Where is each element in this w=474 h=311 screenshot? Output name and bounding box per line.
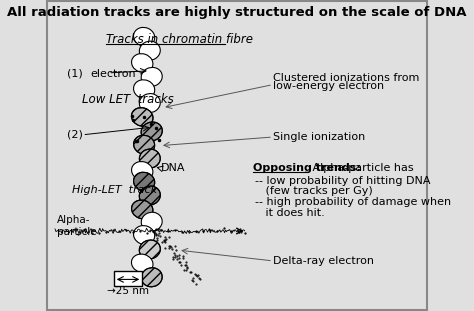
Ellipse shape bbox=[134, 80, 155, 99]
Ellipse shape bbox=[134, 135, 155, 154]
Ellipse shape bbox=[134, 27, 155, 46]
Ellipse shape bbox=[141, 122, 162, 141]
Text: Single ionization: Single ionization bbox=[273, 132, 365, 142]
Text: it does hit.: it does hit. bbox=[255, 207, 325, 217]
Text: electron: electron bbox=[90, 69, 136, 79]
Ellipse shape bbox=[132, 200, 153, 219]
Text: →25 nm: →25 nm bbox=[107, 286, 149, 296]
Ellipse shape bbox=[139, 41, 160, 60]
Text: DNA: DNA bbox=[161, 164, 186, 174]
Ellipse shape bbox=[131, 108, 153, 126]
Ellipse shape bbox=[141, 268, 162, 287]
Ellipse shape bbox=[139, 186, 160, 205]
Bar bbox=[114, 271, 142, 286]
Ellipse shape bbox=[141, 67, 162, 86]
Text: -- low probability of hitting DNA: -- low probability of hitting DNA bbox=[255, 176, 431, 186]
Ellipse shape bbox=[139, 94, 160, 113]
Text: (2): (2) bbox=[67, 130, 83, 140]
Ellipse shape bbox=[139, 240, 160, 259]
Text: -- high probability of damage when: -- high probability of damage when bbox=[255, 197, 451, 207]
Text: All radiation tracks are highly structured on the scale of DNA: All radiation tracks are highly structur… bbox=[7, 6, 467, 19]
Text: Low LET  tracks: Low LET tracks bbox=[82, 93, 174, 106]
Text: Opposing trends:: Opposing trends: bbox=[253, 163, 361, 173]
Text: (few tracks per Gy): (few tracks per Gy) bbox=[255, 186, 373, 196]
Ellipse shape bbox=[131, 254, 153, 273]
Text: High-LET  track: High-LET track bbox=[72, 185, 157, 195]
Text: low-energy electron: low-energy electron bbox=[273, 81, 384, 91]
Ellipse shape bbox=[141, 212, 162, 231]
Ellipse shape bbox=[134, 225, 155, 244]
Ellipse shape bbox=[132, 54, 153, 72]
Ellipse shape bbox=[139, 149, 160, 168]
Text: Clustered ionizations from: Clustered ionizations from bbox=[273, 73, 419, 83]
Ellipse shape bbox=[134, 172, 155, 191]
Text: Alpha-particle has: Alpha-particle has bbox=[309, 163, 414, 173]
Text: Tracks in chromatin fibre: Tracks in chromatin fibre bbox=[106, 33, 253, 46]
Ellipse shape bbox=[132, 161, 153, 180]
Text: Alpha-
particle: Alpha- particle bbox=[57, 215, 97, 237]
Text: Delta-ray electron: Delta-ray electron bbox=[273, 256, 374, 266]
Text: (1): (1) bbox=[67, 69, 83, 79]
